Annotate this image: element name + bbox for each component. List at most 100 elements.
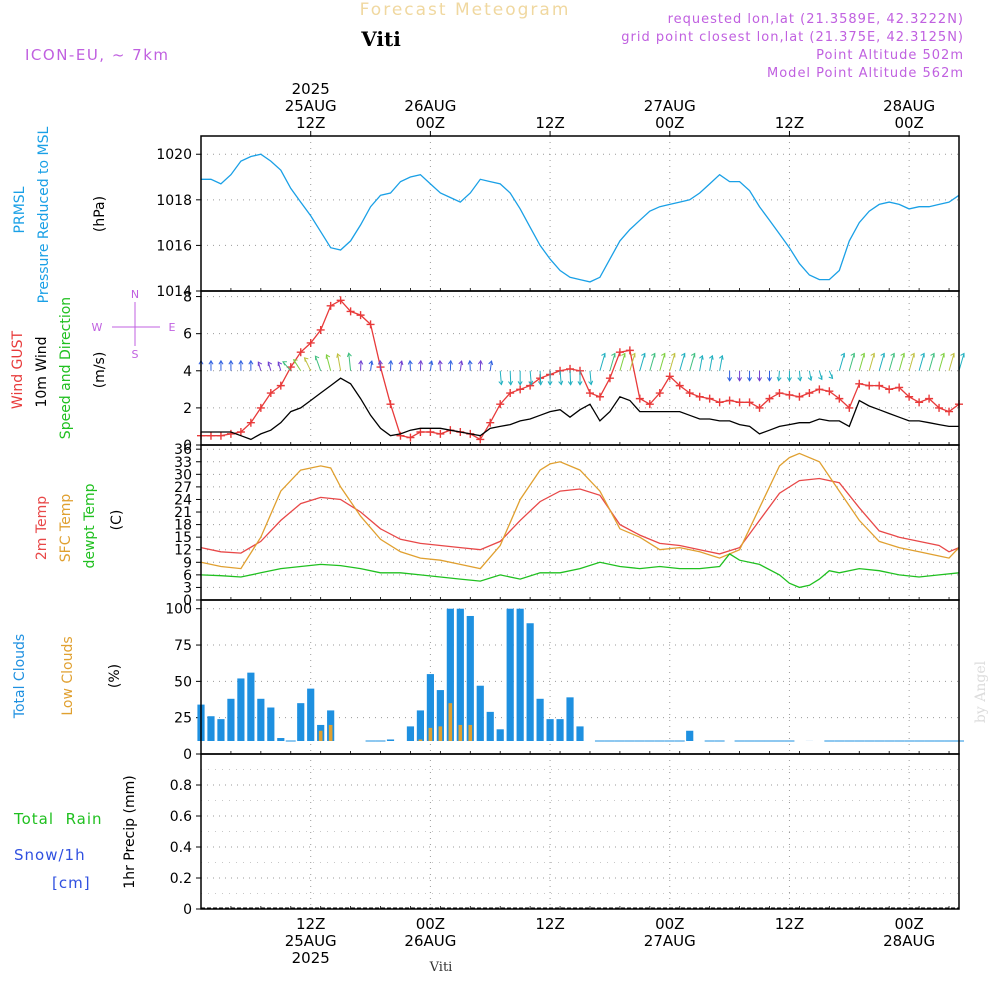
wind-arrow — [459, 361, 463, 371]
gust-marker — [595, 392, 604, 401]
clouds-panel: 0 25 50 75 100 — [165, 599, 964, 763]
gust-marker — [655, 389, 664, 398]
top-axis-label: 12Z — [535, 114, 564, 132]
wind-arrowhead — [807, 376, 813, 382]
cloud-unit-label: (%) — [107, 664, 123, 688]
gust-marker — [615, 348, 624, 357]
wind-arrow — [798, 370, 801, 381]
wind-arrow — [778, 370, 780, 381]
temperature-ytick-label: 6 — [183, 568, 192, 584]
station-name: Viti — [360, 27, 401, 51]
wind-arrow — [304, 357, 312, 372]
gust-marker — [685, 389, 694, 398]
clouds-ytick-label: 50 — [174, 674, 192, 690]
clouds-ytick-label: 25 — [174, 711, 192, 727]
total-cloud-bar — [267, 707, 275, 741]
plot-layer: 1014101610181020024680369121518212427303… — [156, 80, 965, 967]
top-axis-label: 28AUG — [883, 97, 935, 115]
gust-marker — [705, 394, 714, 403]
gust-marker — [865, 381, 874, 390]
wind-arrow — [908, 353, 915, 371]
wind-arrow — [679, 353, 686, 371]
wind-arrowhead — [368, 360, 374, 366]
top-axis-label: 12Z — [296, 114, 325, 132]
wind-arrow — [599, 353, 606, 371]
wind-arrowhead — [708, 354, 714, 360]
pressure-ytick-label: 1014 — [156, 284, 192, 300]
low-cloud-bar — [428, 727, 433, 741]
pressure-ylabels: PRMSL Pressure Reduced to MSL (hPa) — [12, 126, 108, 303]
wind-ytick-label: 4 — [183, 364, 192, 380]
gust-marker — [516, 385, 525, 394]
low-cloud-bar — [458, 724, 463, 741]
wind-arrow — [348, 353, 352, 371]
wind-arrow — [499, 370, 502, 385]
wind-arrow — [948, 353, 955, 371]
total-cloud-bar — [566, 697, 574, 741]
total-cloud-bar — [486, 711, 494, 741]
temperature-series-line — [200, 452, 960, 570]
gust-marker — [765, 394, 774, 403]
wind-arrowhead — [786, 377, 792, 382]
total-cloud-bar — [257, 698, 265, 741]
gust-marker — [585, 389, 594, 398]
total-cloud-bar — [297, 703, 305, 741]
wind-arrow — [659, 353, 666, 371]
snow-unit-label: [cm] — [52, 874, 91, 892]
wind-arrow — [370, 361, 373, 371]
wind-arrow — [888, 353, 895, 371]
wind-arrowhead — [651, 352, 656, 358]
precip-ytick-label: 0.4 — [170, 840, 192, 856]
bottom-axis-label: 12Z — [535, 915, 564, 933]
wind-arrowhead — [661, 352, 666, 358]
temperature-ytick-label: 27 — [174, 480, 192, 496]
low-cloud-bar — [318, 730, 323, 741]
gust-marker — [885, 385, 894, 394]
wind-arrow — [314, 356, 322, 371]
wind-arrowhead — [621, 352, 626, 358]
gust-marker — [845, 403, 854, 412]
gust-marker — [775, 389, 784, 398]
wind-arrowhead — [797, 376, 803, 382]
wind-arrow — [629, 353, 636, 371]
total-cloud-bar — [307, 688, 315, 741]
wind-arrowhead — [767, 377, 772, 382]
wind-arrow — [669, 353, 676, 371]
wind-arrowhead — [508, 380, 513, 386]
wind-arrow — [509, 370, 512, 385]
pressure-series-line — [201, 153, 960, 283]
gust-marker — [905, 392, 914, 401]
wind-arrowhead — [238, 359, 244, 365]
wind-arrowhead — [920, 352, 925, 358]
prmsl-label: PRMSL — [12, 186, 28, 233]
top-axis-label: 12Z — [775, 114, 804, 132]
total-cloud-bar — [556, 719, 564, 741]
wind-arrow — [689, 353, 696, 371]
requested-coords: requested lon,lat (21.3589E, 42.3222N) — [668, 12, 964, 27]
gust-label: Wind GUST — [10, 330, 26, 409]
wind-arrowhead — [631, 352, 636, 358]
wind-arrow — [838, 353, 845, 371]
wind-arrowhead — [860, 352, 865, 358]
bottom-axis-label: 27AUG — [644, 932, 696, 950]
total-cloud-bar — [207, 716, 215, 741]
wind-arrow — [808, 370, 812, 381]
gust-marker — [226, 429, 235, 438]
gust-marker — [945, 407, 954, 416]
wind-arrowhead — [828, 374, 834, 380]
low-cloud-bar — [418, 739, 423, 741]
gust-marker — [436, 429, 445, 438]
wind-arrowhead — [228, 359, 234, 365]
gust-marker — [346, 307, 355, 316]
total-cloud-bar — [217, 719, 225, 741]
precip-ytick-label: 0 — [183, 902, 192, 918]
wind-arrowhead — [960, 352, 965, 358]
gust-marker — [735, 398, 744, 407]
gust-marker — [236, 428, 245, 437]
gust-marker — [745, 398, 754, 407]
wind-unit-label: (m/s) — [92, 352, 108, 389]
total-cloud-bar — [247, 672, 255, 741]
total-cloud-bar — [466, 615, 474, 741]
wind-arrow — [898, 353, 905, 371]
